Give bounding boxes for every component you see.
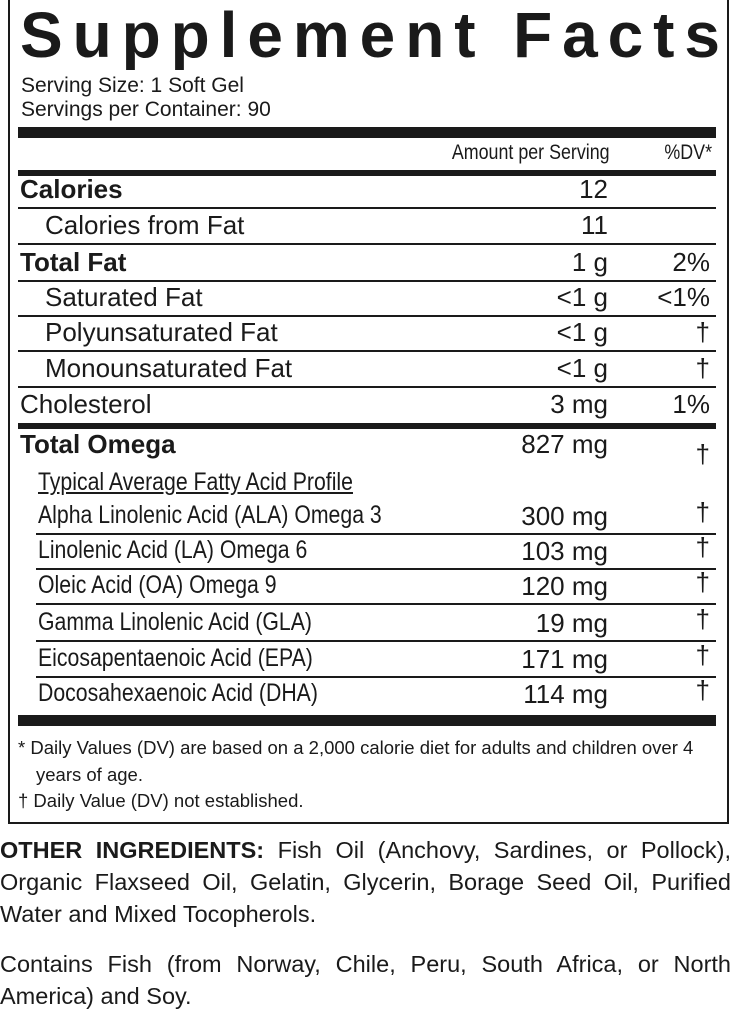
thin-rule <box>36 533 716 535</box>
footnote: * Daily Values (DV) are based on a 2,000… <box>18 737 694 785</box>
thin-rule <box>36 603 716 605</box>
fatty-acid-name: Oleic Acid (OA) Omega 9 <box>38 571 277 599</box>
fatty-acid-name: Gamma Linolenic Acid (GLA) <box>38 608 313 636</box>
nutrient-name: Calories from Fat <box>45 210 245 240</box>
medium-rule <box>18 170 716 176</box>
thin-rule <box>18 315 716 317</box>
serving-size: Serving Size: 1 Soft Gel <box>21 74 244 97</box>
thin-rule <box>18 280 716 282</box>
nutrient-amount: 12 <box>579 174 608 204</box>
nutrient-amount: 11 <box>581 210 608 240</box>
fatty-acid-amount: 103 mg <box>521 536 608 566</box>
allergens: Contains Fish (from Norway, Chile, Peru,… <box>0 951 731 1009</box>
nutrient-name: Saturated Fat <box>45 282 203 312</box>
fatty-acid-dv: † <box>695 604 710 634</box>
fatty-acid-amount: 120 mg <box>521 571 608 601</box>
fatty-acid-amount: 114 mg <box>523 679 608 709</box>
other-ingredients-label: OTHER INGREDIENTS: <box>0 837 265 863</box>
nutrient-amount: <1 g <box>556 282 608 312</box>
nutrient-dv: <1% <box>657 282 710 312</box>
nutrient-name: Polyunsaturated Fat <box>45 317 278 347</box>
dv-header: %DV* <box>664 141 712 164</box>
nutrient-amount: 3 mg <box>550 389 608 419</box>
fatty-acid-name: Alpha Linolenic Acid (ALA) Omega 3 <box>38 501 382 529</box>
footnote: † Daily Value (DV) not established. <box>18 790 304 811</box>
nutrient-amount: 1 g <box>571 247 608 277</box>
nutrient-name: Calories <box>20 174 123 204</box>
fatty-acid-dv: † <box>695 640 710 670</box>
nutrient-dv: † <box>695 353 710 383</box>
other-ingredients: OTHER INGREDIENTS: Fish Oil (Anchovy, Sa… <box>0 834 731 930</box>
fatty-acid-dv: † <box>695 675 710 705</box>
nutrient-amount: 827 mg <box>521 429 608 459</box>
thin-rule <box>36 568 716 570</box>
facts-box <box>8 0 729 824</box>
other-ingredients-text: Fish Oil (Anchovy, Sardines, or Pollock)… <box>0 837 731 927</box>
nutrient-amount: <1 g <box>556 317 608 347</box>
fatty-acid-name: Docosahexaenoic Acid (DHA) <box>38 679 318 707</box>
nutrient-name: Monounsaturated Fat <box>45 353 293 383</box>
nutrient-dv: 2% <box>672 247 710 277</box>
thin-rule <box>36 640 716 642</box>
fatty-acid-dv: † <box>695 532 710 562</box>
thin-rule <box>18 243 716 245</box>
profile-title: Typical Average Fatty Acid Profile <box>38 468 353 496</box>
nutrient-dv: 1% <box>672 389 710 419</box>
thin-rule <box>18 386 716 388</box>
thin-rule <box>18 350 716 352</box>
fatty-acid-dv: † <box>695 567 710 597</box>
nutrient-dv: † <box>695 439 710 469</box>
fatty-acid-name: Eicosapentaenoic Acid (EPA) <box>38 644 313 672</box>
title: Supplement Facts <box>20 0 720 70</box>
fatty-acid-amount: 19 mg <box>535 608 608 638</box>
title-svg: Supplement Facts <box>20 0 720 70</box>
thick-rule <box>18 715 716 726</box>
thin-rule <box>18 207 716 209</box>
nutrient-name: Total Fat <box>20 247 127 277</box>
servings-per-container: Servings per Container: 90 <box>21 98 271 121</box>
thin-rule <box>36 676 716 678</box>
nutrient-name: Total Omega <box>20 429 176 459</box>
nutrient-dv: † <box>695 317 710 347</box>
amount-header: Amount per Serving <box>452 141 610 164</box>
medium-rule <box>18 423 716 429</box>
fatty-acid-dv: † <box>695 497 710 527</box>
nutrient-name: Cholesterol <box>20 389 152 419</box>
fatty-acid-amount: 300 mg <box>521 501 608 531</box>
thick-rule <box>18 127 716 138</box>
fatty-acid-name: Linolenic Acid (LA) Omega 6 <box>38 536 308 564</box>
nutrient-amount: <1 g <box>556 353 608 383</box>
fatty-acid-amount: 171 mg <box>521 644 608 674</box>
